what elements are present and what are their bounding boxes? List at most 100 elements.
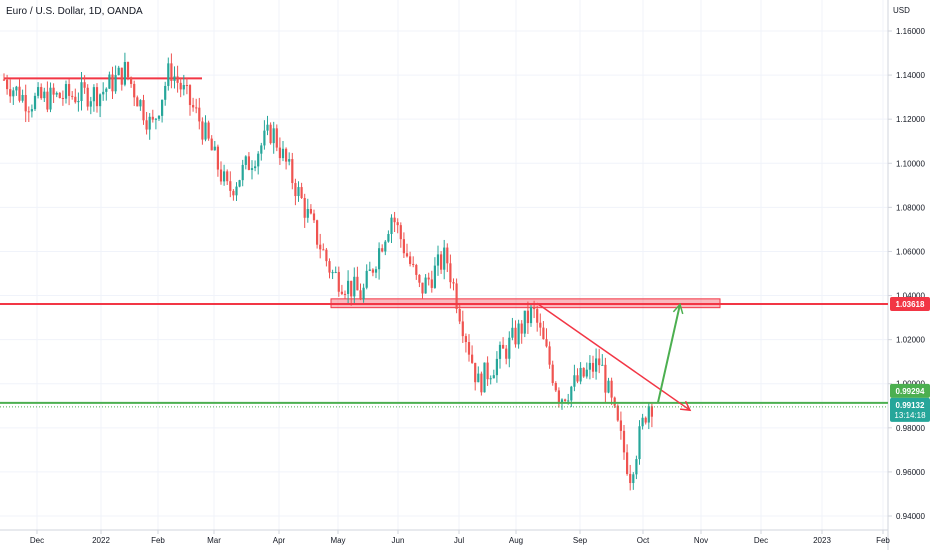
candle-body[interactable]	[247, 156, 250, 170]
candle-body[interactable]	[619, 420, 622, 431]
candle-body[interactable]	[557, 390, 560, 403]
candle-body[interactable]	[260, 145, 263, 154]
candle-body[interactable]	[111, 74, 114, 92]
candle-body[interactable]	[250, 168, 254, 170]
candle-body[interactable]	[492, 375, 495, 379]
candle-body[interactable]	[325, 249, 328, 262]
candle-body[interactable]	[384, 241, 387, 252]
candle-body[interactable]	[613, 397, 616, 406]
candle-body[interactable]	[18, 86, 21, 101]
candle-body[interactable]	[21, 94, 24, 101]
candle-body[interactable]	[353, 276, 356, 297]
candle-body[interactable]	[588, 362, 591, 370]
candle-body[interactable]	[188, 85, 192, 106]
candle-body[interactable]	[514, 327, 517, 345]
candle-body[interactable]	[647, 406, 650, 423]
candle-body[interactable]	[142, 100, 145, 121]
candle-body[interactable]	[33, 95, 37, 110]
candle-body[interactable]	[74, 96, 77, 103]
candle-body[interactable]	[294, 183, 297, 197]
candle-body[interactable]	[427, 277, 430, 280]
candle-body[interactable]	[477, 373, 480, 383]
candle-body[interactable]	[316, 220, 319, 245]
candle-body[interactable]	[362, 287, 365, 300]
candle-body[interactable]	[204, 122, 207, 140]
descending-trendline[interactable]	[536, 302, 691, 411]
candle-body[interactable]	[195, 107, 198, 109]
candle-body[interactable]	[319, 244, 322, 250]
candle-body[interactable]	[548, 346, 551, 365]
candle-body[interactable]	[412, 263, 415, 265]
candle-body[interactable]	[356, 276, 359, 291]
candle-body[interactable]	[610, 380, 613, 398]
candle-body[interactable]	[452, 282, 455, 284]
candle-body[interactable]	[409, 256, 412, 264]
candle-body[interactable]	[83, 82, 86, 88]
candle-body[interactable]	[285, 148, 288, 162]
candle-body[interactable]	[405, 253, 409, 257]
candle-body[interactable]	[638, 426, 641, 460]
candle-body[interactable]	[241, 164, 244, 181]
candle-body[interactable]	[37, 87, 40, 96]
candle-body[interactable]	[77, 100, 80, 103]
candle-body[interactable]	[300, 187, 303, 198]
candle-body[interactable]	[291, 159, 294, 184]
candle-body[interactable]	[483, 362, 486, 393]
candle-body[interactable]	[502, 344, 505, 349]
candle-body[interactable]	[598, 358, 601, 366]
candle-body[interactable]	[576, 375, 579, 382]
candle-body[interactable]	[446, 247, 449, 264]
candle-body[interactable]	[567, 400, 570, 402]
candle-body[interactable]	[99, 94, 102, 107]
candle-body[interactable]	[331, 272, 334, 274]
candle-body[interactable]	[198, 107, 201, 122]
candle-body[interactable]	[458, 309, 461, 322]
candle-body[interactable]	[43, 91, 46, 99]
candle-body[interactable]	[489, 378, 492, 380]
candle-body[interactable]	[340, 291, 343, 294]
candle-body[interactable]	[123, 62, 126, 85]
candle-body[interactable]	[232, 190, 235, 196]
candle-body[interactable]	[650, 406, 653, 417]
candle-body[interactable]	[582, 367, 585, 377]
candle-body[interactable]	[337, 271, 340, 292]
candle-body[interactable]	[133, 83, 136, 98]
candle-body[interactable]	[49, 87, 52, 110]
candle-body[interactable]	[269, 124, 272, 144]
candle-body[interactable]	[595, 358, 598, 372]
candle-body[interactable]	[136, 97, 139, 107]
candle-body[interactable]	[266, 124, 269, 131]
candle-body[interactable]	[213, 146, 216, 151]
candle-body[interactable]	[154, 118, 157, 120]
candle-body[interactable]	[467, 342, 471, 355]
candle-body[interactable]	[511, 327, 514, 338]
candle-body[interactable]	[629, 473, 632, 484]
candle-body[interactable]	[89, 101, 92, 107]
candle-body[interactable]	[585, 369, 588, 377]
candle-body[interactable]	[551, 364, 554, 384]
candle-body[interactable]	[641, 417, 644, 427]
candle-body[interactable]	[495, 358, 498, 376]
candle-body[interactable]	[560, 399, 564, 403]
candle-body[interactable]	[176, 76, 179, 83]
candle-body[interactable]	[399, 225, 402, 240]
candle-body[interactable]	[635, 459, 638, 475]
candle-body[interactable]	[223, 171, 226, 182]
candle-body[interactable]	[105, 88, 108, 92]
candle-body[interactable]	[607, 380, 610, 393]
candle-body[interactable]	[523, 310, 526, 334]
candle-body[interactable]	[92, 87, 95, 102]
candle-body[interactable]	[263, 130, 266, 146]
candle-body[interactable]	[6, 79, 9, 90]
candle-body[interactable]	[219, 169, 223, 182]
candle-body[interactable]	[80, 82, 83, 101]
candle-body[interactable]	[229, 181, 232, 191]
candle-body[interactable]	[350, 280, 353, 297]
candle-body[interactable]	[257, 153, 260, 167]
candle-body[interactable]	[396, 222, 399, 226]
candle-body[interactable]	[281, 148, 285, 159]
candle-body[interactable]	[297, 187, 300, 197]
candle-body[interactable]	[192, 105, 195, 108]
